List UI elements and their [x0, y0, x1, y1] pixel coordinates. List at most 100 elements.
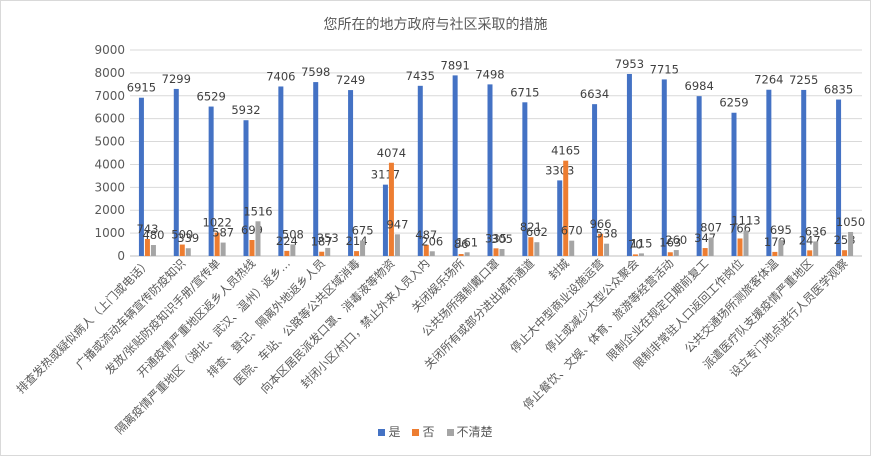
bar — [563, 160, 569, 256]
legend-swatch — [446, 429, 454, 436]
bar — [208, 106, 214, 256]
data-label: 947 — [386, 217, 408, 231]
data-label: 675 — [352, 224, 374, 238]
x-tick-label: 封闭小区/村口，禁止外来人员入内 — [298, 256, 433, 391]
data-label: 7715 — [650, 62, 679, 76]
data-label: 7598 — [301, 65, 330, 79]
bar — [528, 237, 534, 256]
data-label: 807 — [700, 221, 722, 235]
data-label: 587 — [212, 226, 234, 240]
bar — [487, 84, 493, 256]
y-tick-label: 1000 — [94, 226, 125, 240]
y-tick-label: 4000 — [94, 157, 125, 171]
data-label: 6835 — [824, 83, 853, 97]
y-tick-label: 6000 — [94, 112, 125, 126]
legend-item: 否 — [412, 423, 435, 440]
data-label: 7255 — [789, 73, 818, 87]
legend-swatch — [412, 429, 420, 436]
data-label: 115 — [630, 236, 652, 250]
legend: 是 否 不清楚 — [0, 423, 871, 440]
bar — [423, 244, 429, 256]
data-label: 670 — [561, 224, 583, 238]
y-tick-label: 8000 — [94, 66, 125, 80]
bar — [801, 89, 807, 257]
y-tick-label: 2000 — [94, 203, 125, 217]
bar — [592, 104, 598, 256]
data-label: 70 — [628, 237, 643, 251]
bar — [499, 249, 505, 256]
legend-label: 否 — [422, 425, 435, 439]
data-label: 6915 — [127, 81, 156, 95]
data-label: 5932 — [231, 103, 260, 117]
chart-title: 您所在的地方政府与社区采取的措施 — [323, 17, 548, 33]
data-label: 305 — [491, 232, 513, 246]
data-label: 7435 — [406, 69, 435, 83]
data-label: 7953 — [615, 57, 644, 71]
bar — [185, 248, 191, 256]
bar — [138, 97, 144, 257]
legend-item: 是 — [378, 423, 400, 440]
data-label: 260 — [665, 233, 687, 247]
data-label: 1516 — [243, 204, 272, 218]
bar — [325, 247, 331, 256]
x-tick-label: 停止餐饮、文娱、体育、旅游等经营活动 — [520, 256, 676, 412]
bar — [144, 238, 150, 256]
data-label: 821 — [520, 220, 542, 234]
bar — [842, 250, 848, 256]
bar — [220, 242, 226, 256]
bar — [778, 240, 784, 256]
bar — [813, 241, 819, 256]
bar — [388, 162, 394, 256]
data-label: 206 — [421, 234, 443, 248]
bar — [598, 233, 604, 256]
bar — [848, 231, 854, 256]
data-label: 6634 — [580, 87, 609, 101]
data-label: 1022 — [203, 216, 232, 230]
data-label: 966 — [590, 217, 612, 231]
data-label: 6715 — [510, 85, 539, 99]
x-tick-label: 排查发热或疑似病人（上门或电话） — [14, 256, 154, 396]
bar — [661, 79, 667, 256]
data-label: 7249 — [336, 73, 365, 87]
data-label: 487 — [415, 228, 437, 242]
bar — [313, 82, 319, 256]
y-tick-label: 7000 — [94, 89, 125, 103]
data-label: 538 — [596, 227, 618, 241]
bar — [150, 245, 156, 256]
bar — [284, 250, 290, 256]
bar — [737, 238, 743, 256]
x-tick-label: 封城 — [546, 256, 573, 283]
bar — [766, 89, 772, 256]
bar — [278, 86, 284, 256]
bar — [319, 251, 325, 256]
legend-swatch — [378, 429, 386, 436]
data-label: 7891 — [441, 58, 470, 72]
bar — [772, 251, 778, 256]
y-tick-label: 9000 — [94, 43, 125, 57]
bar — [452, 75, 458, 256]
bar — [743, 230, 749, 256]
data-label: 500 — [171, 228, 193, 242]
bar — [464, 252, 470, 256]
bar — [708, 237, 714, 256]
data-label: 508 — [282, 227, 304, 241]
bar — [255, 221, 261, 256]
data-label: 743 — [136, 222, 158, 236]
bar — [836, 99, 842, 256]
data-label: 7264 — [754, 73, 783, 87]
bar — [458, 254, 464, 256]
data-label: 602 — [526, 225, 548, 239]
bar — [417, 85, 423, 257]
data-label: 7406 — [266, 69, 295, 83]
bar — [243, 120, 249, 256]
x-tick-label: 医院、车站、公路等公共区域消毒 — [231, 256, 363, 388]
bar — [214, 232, 220, 256]
data-label: 636 — [805, 224, 827, 238]
bar — [557, 180, 563, 256]
data-label: 7299 — [162, 72, 191, 86]
bar — [382, 184, 388, 256]
bar — [626, 73, 632, 257]
bar — [667, 252, 673, 256]
